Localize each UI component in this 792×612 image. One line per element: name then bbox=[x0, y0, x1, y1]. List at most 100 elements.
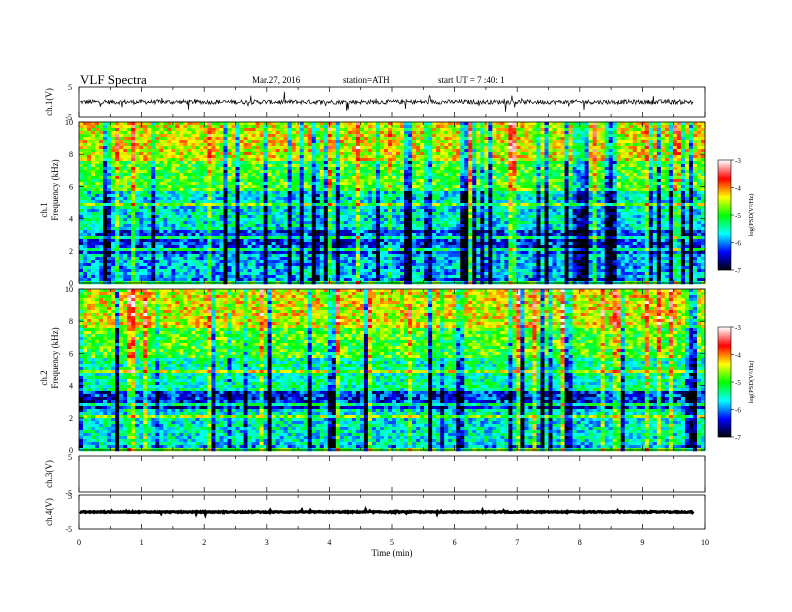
ch1-spectrogram-cell bbox=[644, 146, 650, 150]
ch1-spectrogram-cell bbox=[267, 215, 272, 219]
ch1-spectrogram-cell bbox=[408, 215, 413, 219]
ch1-spectrogram-cell bbox=[648, 134, 654, 138]
ch1-spectrogram-cell bbox=[323, 125, 329, 129]
ch1-spectrogram-cell bbox=[371, 197, 377, 201]
ch1-spectrogram-cell bbox=[99, 200, 104, 204]
ch1-spectrogram-cell bbox=[492, 206, 497, 210]
ch1-spectrogram-cell bbox=[520, 149, 525, 153]
ch1-spectrogram-cell bbox=[207, 134, 212, 138]
ch1-spectrogram-cell bbox=[327, 131, 333, 135]
ch1-spectrogram-cell bbox=[263, 161, 268, 165]
ch1-spectrogram-cell bbox=[211, 122, 216, 126]
ch1-spectrogram-cell bbox=[416, 140, 421, 144]
ch1-spectrogram-cell bbox=[680, 122, 686, 126]
ch1-spectrogram-cell bbox=[243, 215, 248, 219]
ch1-spectrogram-cell bbox=[275, 125, 280, 129]
ch1-spectrogram-cell bbox=[311, 170, 317, 174]
ch1-spectrogram-cell bbox=[163, 194, 168, 198]
ch1-spectrogram-cell bbox=[191, 182, 196, 186]
ch1-spectrogram-cell bbox=[363, 161, 369, 165]
ch1-spectrogram-cell bbox=[175, 212, 180, 216]
ch1-spectrogram-cell bbox=[628, 188, 634, 192]
ch1-spectrogram-cell bbox=[580, 158, 585, 162]
ch1-spectrogram-cell bbox=[127, 143, 132, 147]
ch1-spectrogram-cell bbox=[183, 200, 188, 204]
ch1-spectrogram-cell bbox=[167, 128, 172, 132]
ch1-spectrogram-cell bbox=[412, 212, 417, 216]
ch1-spectrogram-cell bbox=[660, 140, 666, 144]
ch1-spectrogram-cell bbox=[436, 209, 441, 213]
ch1-spectrogram-cell bbox=[267, 197, 272, 201]
ch1-spectrogram-cell bbox=[528, 128, 533, 132]
ch1-spectrogram-cell bbox=[488, 173, 493, 177]
ch1-spectrogram-cell bbox=[207, 206, 212, 210]
ch1-spectrogram-cell bbox=[299, 134, 305, 138]
ch1-spectrogram-cell bbox=[135, 182, 140, 186]
ch1-spectrogram-cell bbox=[327, 158, 333, 162]
ch1-spectrogram-cell bbox=[203, 125, 208, 129]
ch1-spectrogram-cell bbox=[484, 203, 489, 207]
ch1-spectrogram-cell bbox=[387, 140, 393, 144]
ch1-spectrogram-cell bbox=[660, 203, 666, 207]
ch1-spectrogram-cell bbox=[163, 161, 168, 165]
ch1-spectrogram-cell bbox=[516, 155, 521, 159]
ch1-spectrogram-cell bbox=[203, 164, 208, 168]
ch1-spectrogram-cell bbox=[311, 212, 317, 216]
ch1-spectrogram-cell bbox=[195, 161, 200, 165]
ch1-spectrogram-cell bbox=[504, 125, 509, 129]
ch1-spectrogram-cell bbox=[584, 182, 589, 186]
ch1-spectrogram-cell bbox=[572, 137, 577, 141]
ch1-spectrogram-cell bbox=[516, 149, 521, 153]
ch1-spectrogram-cell bbox=[488, 152, 493, 156]
ch1-spectrogram-cell bbox=[87, 200, 92, 204]
ch1-spectrogram-cell bbox=[359, 182, 365, 186]
ch1-spectrogram-cell bbox=[87, 125, 92, 129]
ch1-ytick-top: 5 bbox=[68, 83, 72, 92]
ch1-spectrogram-cell bbox=[299, 188, 305, 192]
ch1-spectrogram-cell bbox=[500, 170, 505, 174]
ch1-spectrogram-cell bbox=[215, 158, 220, 162]
ch1-spectrogram-cell bbox=[199, 146, 204, 150]
ch1-spectrogram-cell bbox=[239, 188, 244, 192]
ch1-spectrogram-cell bbox=[580, 179, 585, 183]
ch1-spectrogram-cell bbox=[259, 197, 264, 201]
ch1-spectrogram-cell bbox=[363, 212, 369, 216]
ch1-spectrogram-cell bbox=[516, 125, 521, 129]
ch1-spectrogram-cell bbox=[287, 164, 292, 168]
ch1-spectrogram-cell bbox=[556, 146, 561, 150]
ch1-spectrogram-cell bbox=[592, 158, 597, 162]
ch1-spectrogram-cell bbox=[520, 146, 525, 150]
ch1-spectrogram-cell bbox=[684, 176, 690, 180]
ch1-spectrogram-cell bbox=[263, 188, 268, 192]
ch1-spectrogram-cell bbox=[175, 206, 180, 210]
ch1-spectrogram-cell bbox=[339, 134, 345, 138]
ch1-spectrogram-cell bbox=[508, 179, 513, 183]
ch1-spectrogram-cell bbox=[676, 173, 682, 177]
ch1-spectrogram-cell bbox=[676, 143, 682, 147]
ch1-spectrogram-cell bbox=[456, 149, 461, 153]
ch1-spectrogram-cell bbox=[488, 203, 493, 207]
ch1-spectrogram-cell bbox=[496, 188, 501, 192]
ch1-spectrogram-cell bbox=[640, 197, 646, 201]
ch1-spectrogram-cell bbox=[684, 143, 690, 147]
ch1-spectrogram-cell bbox=[159, 215, 164, 219]
ch1-spectrogram-cell bbox=[139, 176, 144, 180]
ch1-spectrogram-cell bbox=[111, 149, 116, 153]
ch1-spectrogram-cell bbox=[83, 149, 88, 153]
ch1-spectrogram-cell bbox=[588, 191, 593, 195]
ch1-spectrogram-cell bbox=[363, 206, 369, 210]
ch1-spectrogram-cell bbox=[648, 215, 654, 219]
ch1-spectrogram-cell bbox=[191, 191, 196, 195]
ch1-spectrogram-cell bbox=[219, 215, 224, 219]
ch1-spectrogram-cell bbox=[440, 200, 445, 204]
ch1-spectrogram-cell bbox=[103, 197, 108, 201]
ch1-spectrogram-cell bbox=[191, 134, 196, 138]
ch1-spectrogram-cell bbox=[420, 209, 425, 213]
ch1-spectrogram-cell bbox=[484, 215, 489, 219]
ch1-spectrogram-cell bbox=[359, 128, 365, 132]
ch1-spectrogram-cell bbox=[283, 161, 288, 165]
ch1-spectrogram-cell bbox=[396, 131, 401, 135]
ch1-spectrogram-cell bbox=[424, 191, 429, 195]
ch1-spectrogram-cell bbox=[644, 200, 650, 204]
ch1-spectrogram-cell bbox=[323, 140, 329, 144]
